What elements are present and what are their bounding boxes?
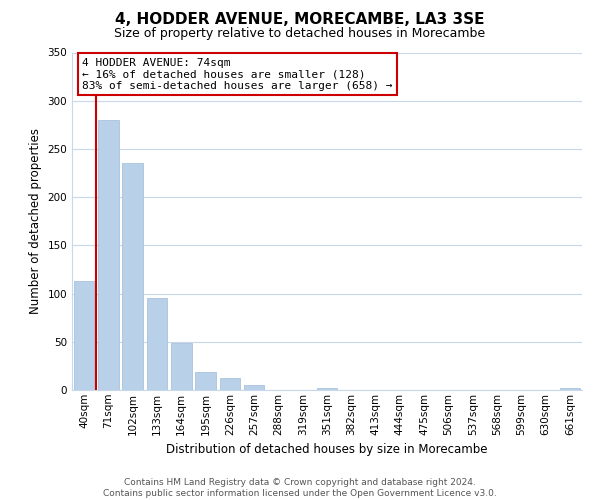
Bar (146, 298, 167, 390)
Bar (560, 388, 580, 390)
Bar (195, 372, 216, 390)
Text: 4, HODDER AVENUE, MORECAMBE, LA3 3SE: 4, HODDER AVENUE, MORECAMBE, LA3 3SE (115, 12, 485, 28)
Bar (74, 281, 94, 390)
Y-axis label: Number of detached properties: Number of detached properties (29, 128, 42, 314)
Bar (220, 378, 240, 390)
Text: Size of property relative to detached houses in Morecambe: Size of property relative to detached ho… (115, 28, 485, 40)
Text: Contains HM Land Registry data © Crown copyright and database right 2024.
Contai: Contains HM Land Registry data © Crown c… (103, 478, 497, 498)
Bar (98, 120, 119, 390)
Bar (317, 388, 337, 390)
Text: 4 HODDER AVENUE: 74sqm
← 16% of detached houses are smaller (128)
83% of semi-de: 4 HODDER AVENUE: 74sqm ← 16% of detached… (82, 58, 392, 91)
Bar (244, 385, 265, 390)
Bar (171, 343, 191, 390)
Bar (122, 164, 143, 390)
X-axis label: Distribution of detached houses by size in Morecambe: Distribution of detached houses by size … (166, 443, 488, 456)
